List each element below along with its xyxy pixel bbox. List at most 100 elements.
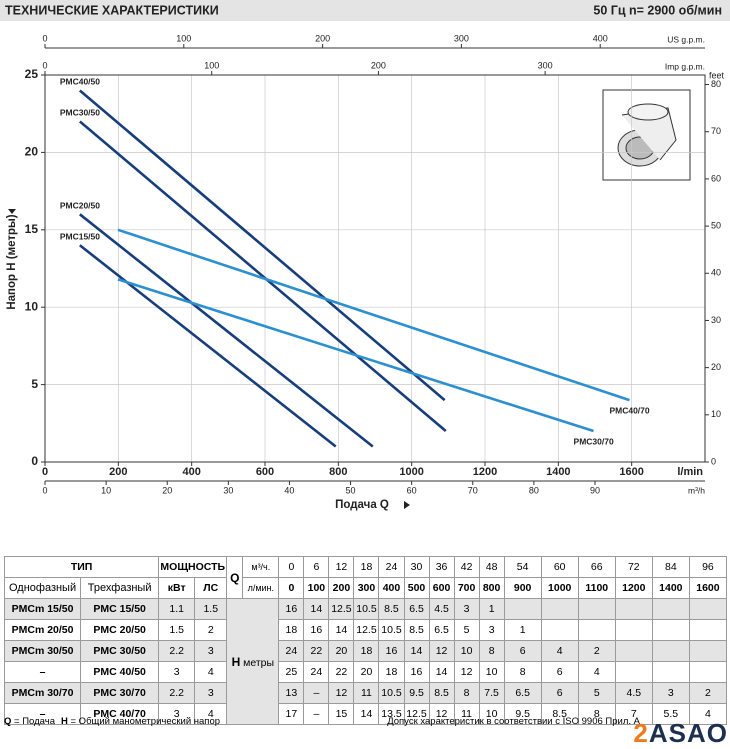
axis-unit: US g.p.m. — [667, 34, 705, 44]
y-tick-label: 0 — [31, 454, 38, 468]
tolerance-note: Допуск характеристик в соответствии с IS… — [387, 716, 640, 727]
table-cell: PMCm 15/50 — [3, 598, 82, 620]
table-cell: 12 — [328, 682, 355, 704]
table-cell: 25 — [278, 661, 305, 683]
legend-symbol: Q — [4, 716, 12, 727]
axis-tick-label: 200 — [371, 60, 386, 70]
table-row: PMCm 30/70 PMC 30/70 2.2 3 13–12 11 10.5 9.5 8.5… — [3, 682, 728, 704]
y-tick-label: 10 — [25, 299, 39, 313]
table-cell — [503, 598, 542, 620]
header-cell: 96 — [688, 556, 728, 578]
header-cell: 200 — [328, 577, 355, 599]
table-cell: 12 — [428, 703, 455, 725]
x-tick-label: 200 — [109, 466, 127, 478]
y2-tick-label: 30 — [711, 315, 721, 325]
table-cell: PMC 30/50 — [80, 640, 160, 662]
axis-tick-label: 70 — [468, 485, 478, 495]
table-cell: 8 — [503, 661, 542, 683]
header-cell: 48 — [478, 556, 505, 578]
table-cell: 10.5 — [378, 682, 405, 704]
table-cell: 4.5 — [428, 598, 455, 620]
table-cell: 2.2 — [158, 640, 196, 662]
table-cell: 17 — [278, 703, 305, 725]
table-cell: 10 — [478, 703, 505, 725]
table-cell: 7.5 — [478, 682, 505, 704]
header-cell: 36 — [428, 556, 455, 578]
table-cell: 4 — [194, 661, 228, 683]
table-cell — [614, 661, 653, 683]
header-cell: 700 — [453, 577, 480, 599]
y2-tick-label: 60 — [711, 173, 721, 183]
table-cell — [614, 598, 653, 620]
header-cell: 1400 — [651, 577, 690, 599]
x-tick-label: 800 — [329, 466, 347, 478]
table-cell: 12.5 — [328, 598, 355, 620]
header-cell: 18 — [353, 556, 380, 578]
axis-tick-label: 40 — [284, 485, 294, 495]
table-cell: 9.5 — [403, 682, 430, 704]
table-row: PMCm 15/50 PMC 15/50 1.1 1.5 H метры 16 14 12.5… — [3, 598, 728, 725]
table-cell — [651, 661, 690, 683]
table-cell: 16 — [378, 640, 405, 662]
table-cell: 8 — [478, 640, 505, 662]
table-cell: 14 — [328, 619, 355, 641]
table-cell: PMC 40/50 — [80, 661, 160, 683]
table-cell: 6.5 — [403, 598, 430, 620]
table-cell: 24 — [303, 661, 330, 683]
header-band — [0, 0, 730, 21]
table-cell — [540, 619, 579, 641]
table-cell: 11 — [353, 682, 380, 704]
axis-tick-label: 200 — [315, 33, 330, 43]
y2-tick-label: 80 — [711, 79, 721, 89]
header-cell: 12 — [328, 556, 355, 578]
table-cell: 6 — [540, 661, 579, 683]
header-cell: 400 — [378, 577, 405, 599]
table-cell: PMC 30/70 — [80, 682, 160, 704]
table-cell — [614, 619, 653, 641]
table-cell — [688, 640, 728, 662]
table-cell: – — [3, 661, 82, 683]
table-cell: 1 — [503, 619, 542, 641]
header-cell: 24 — [378, 556, 405, 578]
table-cell: 18 — [378, 661, 405, 683]
table-cell: 20 — [328, 640, 355, 662]
axis-tick-label: 0 — [42, 33, 47, 43]
table-cell — [688, 661, 728, 683]
curve-label: PMC15/50 — [60, 232, 100, 242]
table-cell: 12 — [428, 640, 455, 662]
y2-tick-label: 10 — [711, 409, 721, 419]
table-cell: 22 — [303, 640, 330, 662]
table-cell: 5 — [577, 682, 616, 704]
table-cell: 4 — [688, 703, 728, 725]
header-cell: л/мин. — [242, 577, 280, 599]
header-cell: Трехфазный — [80, 577, 160, 599]
y-tick-label: 15 — [25, 222, 39, 236]
table-cell: 3 — [651, 682, 690, 704]
table-cell: 16 — [403, 661, 430, 683]
table-cell: 16 — [278, 598, 305, 620]
x-tick-label: 1000 — [399, 466, 423, 478]
axis-tick-label: 0 — [42, 60, 47, 70]
curve — [117, 228, 630, 402]
header-cell: 600 — [428, 577, 455, 599]
table-cell: 10.5 — [378, 619, 405, 641]
table-cell: 22 — [328, 661, 355, 683]
table-cell: 8 — [577, 703, 616, 725]
table-row: PMCm 30/50 PMC 30/50 2.2 3 24 22 20 18 16 14 12 10 8… — [3, 640, 728, 662]
header-cell: Q — [226, 556, 244, 599]
table-cell: 20 — [353, 661, 380, 683]
table-cell: 3 — [194, 640, 228, 662]
header-cell: 0 — [278, 577, 305, 599]
table-cell: 6.5 — [503, 682, 542, 704]
y2-tick-label: 20 — [711, 362, 721, 372]
axis-tick-label: 20 — [162, 485, 172, 495]
header-cell: 42 — [453, 556, 480, 578]
x-tick-label: 1200 — [473, 466, 497, 478]
table-cell — [614, 640, 653, 662]
table-cell — [688, 619, 728, 641]
y-tick-label: 25 — [25, 67, 39, 81]
table-cell: 1.5 — [194, 598, 228, 620]
x-axis-title: Подача Q — [335, 499, 389, 511]
